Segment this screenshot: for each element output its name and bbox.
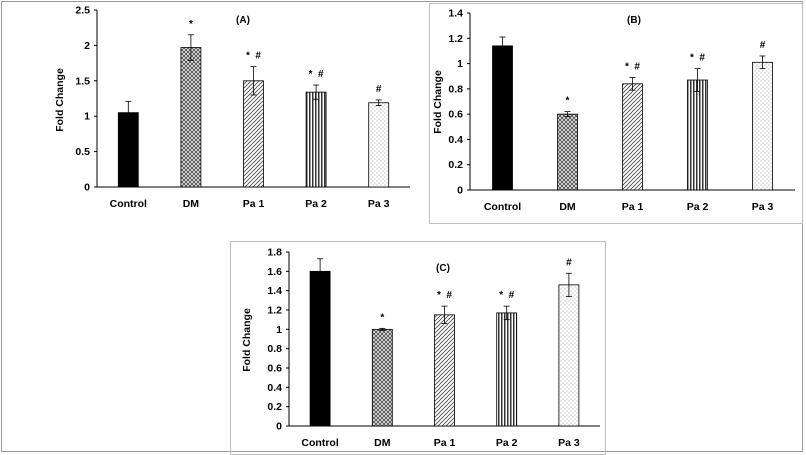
significance-marker: * # — [690, 53, 705, 64]
y-tick-label: 0.4 — [267, 382, 282, 394]
y-tick-label: 0.6 — [448, 109, 463, 121]
x-tick-label: DM — [559, 201, 576, 213]
x-tick-label: Pa 3 — [752, 201, 774, 213]
y-tick-label: 0.4 — [448, 134, 463, 146]
y-tick-label: 0 — [84, 182, 90, 194]
y-tick-label: 0.6 — [267, 363, 282, 375]
bar-pa-1 — [434, 314, 455, 427]
significance-marker: * — [189, 19, 193, 30]
bar-pa-3 — [558, 284, 580, 427]
significance-marker: * # — [309, 69, 324, 80]
x-tick-label: Pa 1 — [434, 437, 456, 449]
bar-control — [309, 270, 331, 427]
y-tick-label: 1.8 — [267, 247, 282, 259]
x-tick-label: Pa 2 — [496, 437, 518, 449]
significance-marker: * — [380, 312, 384, 323]
panel-label: (B) — [627, 15, 641, 26]
y-tick-label: 1.2 — [448, 33, 463, 45]
x-tick-label: Pa 2 — [305, 198, 327, 210]
y-tick-label: 1 — [84, 111, 90, 123]
panel-b-frame — [429, 3, 803, 224]
significance-marker: * # — [437, 290, 452, 301]
x-tick-label: Pa 3 — [368, 198, 390, 210]
bar-pa-2 — [496, 312, 518, 427]
x-tick-label: Control — [110, 198, 147, 210]
x-tick-label: DM — [374, 437, 391, 449]
y-axis-title: Fold Change — [241, 308, 253, 372]
y-tick-label: 1.6 — [267, 266, 282, 278]
y-tick-label: 2.5 — [75, 5, 90, 17]
x-tick-label: Pa 2 — [687, 201, 709, 213]
y-tick-label: 1 — [457, 58, 463, 70]
significance-marker: * — [566, 96, 570, 107]
y-tick-label: 1.4 — [448, 8, 463, 20]
y-tick-label: 0.2 — [267, 401, 282, 413]
y-tick-label: 0 — [276, 421, 282, 433]
y-tick-label: 1 — [276, 324, 282, 336]
y-tick-label: 0.8 — [267, 343, 282, 355]
significance-marker: * # — [625, 61, 640, 72]
significance-marker: # — [376, 84, 382, 95]
y-tick-label: 1.2 — [267, 305, 282, 317]
panel-label: (A) — [236, 15, 250, 26]
y-tick-label: 1.5 — [75, 75, 90, 87]
x-tick-label: Pa 1 — [243, 198, 265, 210]
x-tick-label: Pa 1 — [622, 201, 644, 213]
y-tick-label: 0.5 — [75, 146, 90, 158]
y-axis-title: Fold Change — [54, 68, 66, 132]
x-tick-label: Control — [301, 437, 338, 449]
significance-marker: # — [760, 40, 766, 51]
panel-label: (C) — [436, 263, 450, 274]
significance-marker: * # — [246, 51, 261, 62]
y-tick-label: 0.2 — [448, 159, 463, 171]
x-tick-label: Control — [484, 201, 521, 213]
y-axis-title: Fold Change — [432, 70, 444, 134]
y-tick-label: 0.8 — [448, 83, 463, 95]
significance-marker: # — [566, 257, 572, 268]
x-tick-label: DM — [183, 198, 200, 210]
y-tick-label: 1.4 — [267, 285, 282, 297]
y-tick-label: 0 — [457, 185, 463, 197]
x-tick-label: Pa 3 — [558, 437, 580, 449]
significance-marker: * # — [499, 290, 514, 301]
bar-dm — [371, 328, 393, 427]
y-tick-label: 2 — [84, 40, 90, 52]
